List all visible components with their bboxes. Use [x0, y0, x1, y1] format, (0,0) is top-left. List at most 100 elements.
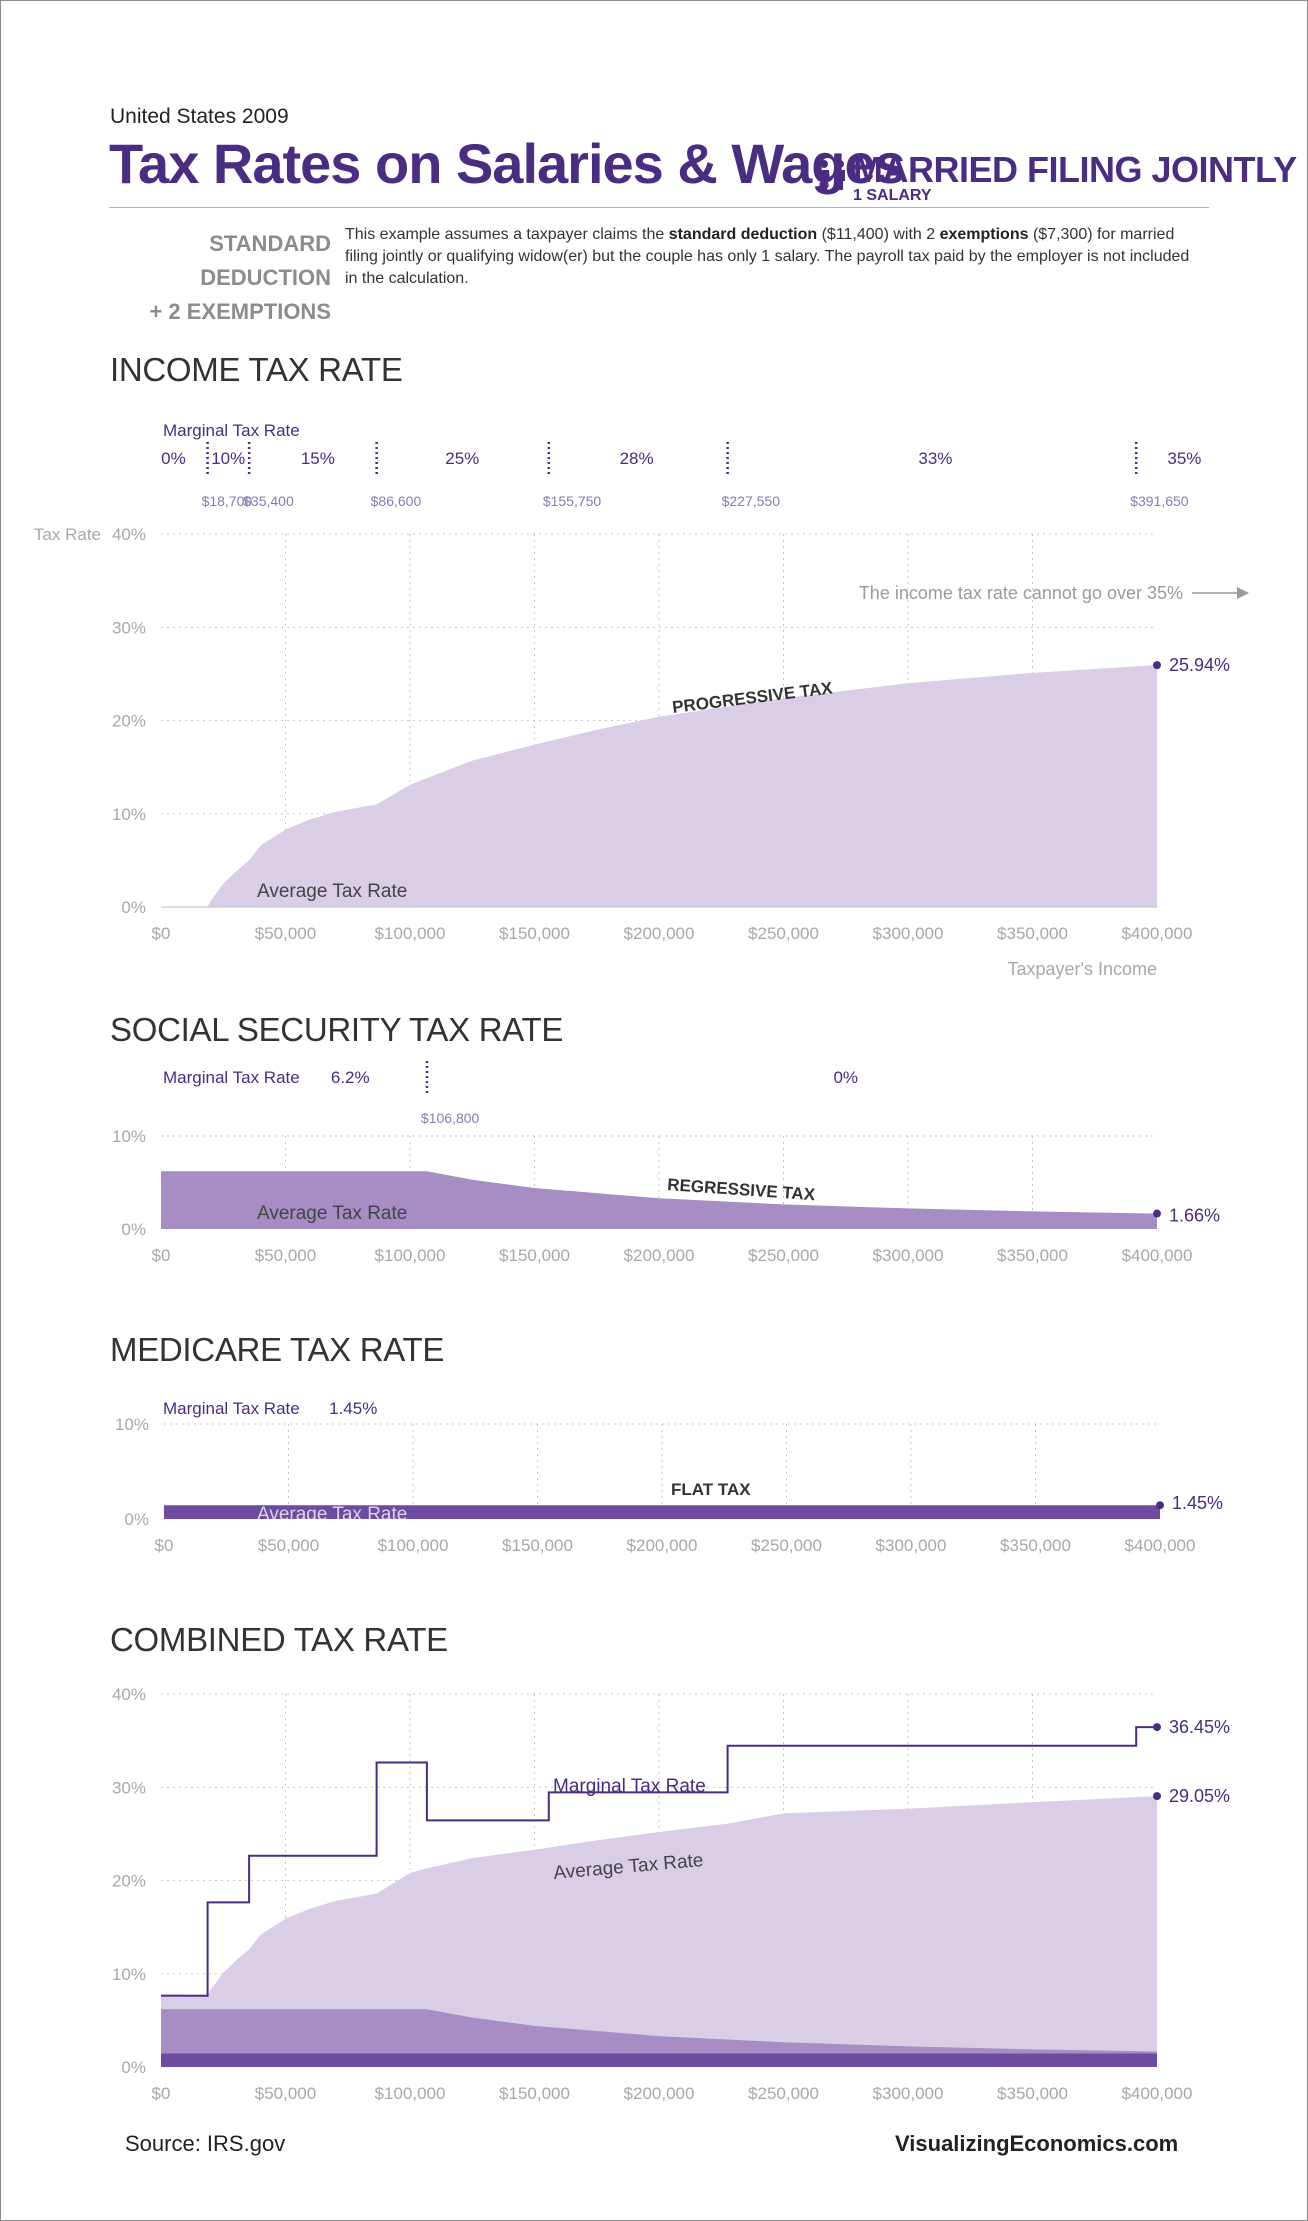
footer-source: Source: IRS.gov — [125, 2131, 286, 2156]
social_security-x-tick-label: $200,000 — [624, 1246, 695, 1265]
social_security-marginal-rate: 0% — [833, 1068, 858, 1087]
income-y-axis-title: Tax Rate — [34, 525, 101, 544]
income-x-tick-label: $100,000 — [375, 924, 446, 943]
social_security-x-tick-label: $400,000 — [1122, 1246, 1193, 1265]
social-security-marginal-label: Marginal Tax Rate — [163, 1068, 300, 1087]
social_security-x-tick-label: $150,000 — [499, 1246, 570, 1265]
combined-average-area — [161, 1796, 1157, 2067]
medicare-x-tick-label: $150,000 — [502, 1536, 573, 1555]
social_security-threshold-label: $106,800 — [421, 1110, 480, 1126]
section-title-social-security: SOCIAL SECURITY TAX RATE — [110, 1011, 564, 1048]
combined-end-dot — [1153, 1792, 1161, 1801]
social_security-x-tick-label: $100,000 — [375, 1246, 446, 1265]
income-y-tick-label: 30% — [112, 618, 146, 637]
income-y-tick-label: 0% — [121, 898, 146, 917]
medicare-x-tick-label: $300,000 — [876, 1536, 947, 1555]
income-x-tick-label: $50,000 — [255, 924, 316, 943]
income-threshold-label: $18,700 — [202, 493, 253, 509]
income-cap-arrow-head — [1237, 587, 1249, 599]
income-threshold-label: $391,650 — [1130, 493, 1189, 509]
social_security-x-tick-label: $350,000 — [997, 1246, 1068, 1265]
assumption-part-3: ($7,300) for married filing jointly or q… — [345, 226, 1190, 287]
combined-y-tick-label: 40% — [112, 1685, 146, 1704]
income-x-tick-label: $150,000 — [499, 924, 570, 943]
income-x-tick-label: $400,000 — [1122, 924, 1193, 943]
combined-x-tick-label: $350,000 — [997, 2084, 1068, 2103]
social_security-marginal-rate: 6.2% — [331, 1068, 370, 1087]
income-x-tick-label: $300,000 — [873, 924, 944, 943]
footer-brand: VisualizingEconomics.com — [895, 2131, 1179, 2156]
combined-social-security-area — [161, 2009, 1157, 2067]
combined-x-tick-label: $200,000 — [624, 2084, 695, 2103]
income-cap-note: The income tax rate cannot go over 35% — [859, 583, 1183, 603]
income-end-label: 25.94% — [1169, 655, 1230, 675]
combined-x-tick-label: $300,000 — [873, 2084, 944, 2103]
medicare-x-tick-label: $350,000 — [1000, 1536, 1071, 1555]
income-threshold-label: $227,550 — [722, 493, 781, 509]
income-marginal-rate: 10% — [211, 449, 245, 468]
medicare-y-tick-label: 10% — [115, 1415, 149, 1434]
income-x-tick-label: $250,000 — [748, 924, 819, 943]
medicare-x-tick-label: $100,000 — [378, 1536, 449, 1555]
social_security-end-label: 1.66% — [1169, 1206, 1220, 1226]
income-threshold-label: $35,400 — [243, 493, 294, 509]
page-title: Tax Rates on Salaries & Wages — [109, 132, 906, 195]
combined-x-tick-label: $50,000 — [255, 2084, 316, 2103]
combined-x-tick-label: $400,000 — [1122, 2084, 1193, 2103]
medicare-average-area — [164, 1505, 1160, 1519]
combined-x-tick-label: $0 — [152, 2084, 171, 2103]
medicare-marginal-rate: 1.45% — [329, 1399, 377, 1418]
combined-x-tick-label: $150,000 — [499, 2084, 570, 2103]
income-marginal-rate: 25% — [445, 449, 479, 468]
section-title-medicare: MEDICARE TAX RATE — [110, 1331, 445, 1368]
income-y-tick-label: 10% — [112, 805, 146, 824]
income-average-label: Average Tax Rate — [257, 881, 407, 902]
combined-y-tick-label: 0% — [121, 2058, 146, 2077]
social_security-x-tick-label: $250,000 — [748, 1246, 819, 1265]
assumption-part-2: ($11,400) with 2 — [817, 226, 940, 243]
deduction-line-2: + 2 EXEMPTIONS — [149, 299, 331, 324]
section-title-income: INCOME TAX RATE — [110, 351, 403, 388]
combined-marginal-label: Marginal Tax Rate — [553, 1776, 706, 1797]
medicare-end-dot — [1156, 1501, 1164, 1510]
header-divider — [109, 207, 1209, 208]
filing-status: MARRIED FILING JOINTLY — [813, 149, 1297, 191]
income-marginal-rate: 35% — [1167, 449, 1201, 468]
income-threshold-label: $86,600 — [371, 493, 422, 509]
combined-y-tick-label: 10% — [112, 1965, 146, 1984]
income-x-tick-label: $0 — [152, 924, 171, 943]
social_security-y-tick-label: 10% — [112, 1127, 146, 1146]
social-security-average-area — [161, 1171, 1157, 1229]
social_security-x-tick-label: $0 — [152, 1246, 171, 1265]
assumption-bold-1: standard deduction — [668, 226, 818, 243]
social_security-x-tick-label: $300,000 — [873, 1246, 944, 1265]
income-marginal-label: Marginal Tax Rate — [163, 421, 300, 440]
deduction-line-1: STANDARD DEDUCTION — [200, 231, 331, 290]
combined-medicare-area — [161, 2053, 1157, 2067]
deduction-label: STANDARD DEDUCTION + 2 EXEMPTIONS — [109, 227, 331, 329]
section-title-combined: COMBINED TAX RATE — [110, 1621, 448, 1658]
medicare-x-tick-label: $0 — [155, 1536, 174, 1555]
combined-x-tick-label: $100,000 — [375, 2084, 446, 2103]
income-marginal-rate: 0% — [161, 449, 186, 468]
couple-icon — [818, 160, 845, 190]
income-marginal-rate: 15% — [301, 449, 335, 468]
income-x-tick-label: $350,000 — [997, 924, 1068, 943]
combined-x-tick-label: $250,000 — [748, 2084, 819, 2103]
assumption-bold-2: exemptions — [939, 226, 1029, 243]
social_security-x-tick-label: $50,000 — [255, 1246, 316, 1265]
social_security-end-dot — [1153, 1209, 1161, 1218]
assumption-part-1: This example assumes a taxpayer claims t… — [345, 226, 669, 243]
combined-end-dot — [1153, 1723, 1161, 1732]
page-subtitle: United States 2009 — [110, 105, 289, 128]
income-x-axis-title: Taxpayer's Income — [1007, 959, 1157, 979]
medicare-flat-label: FLAT TAX — [671, 1480, 751, 1499]
income-y-tick-label: 40% — [112, 525, 146, 544]
assumption-text: This example assumes a taxpayer claims t… — [345, 224, 1200, 290]
social-security-average-label: Average Tax Rate — [257, 1203, 407, 1224]
income-marginal-rate: 28% — [620, 449, 654, 468]
combined-end-label: 36.45% — [1169, 1717, 1230, 1737]
medicare-x-tick-label: $200,000 — [627, 1536, 698, 1555]
